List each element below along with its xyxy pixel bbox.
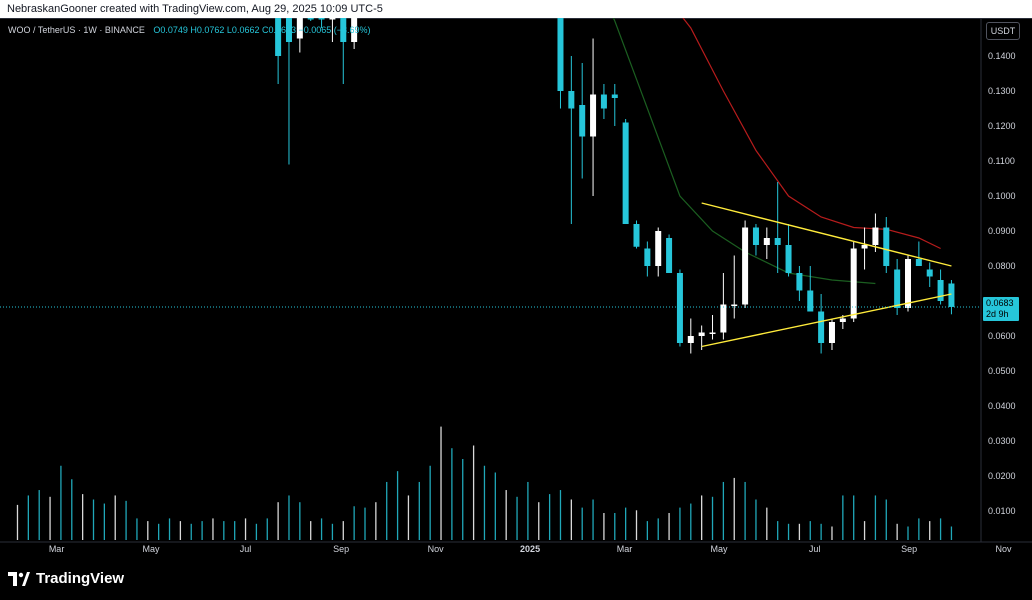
symbol-legend[interactable]: WOO / TetherUS · 1W · BINANCE O0.0749 H0… bbox=[8, 25, 371, 35]
candle-body bbox=[611, 94, 618, 98]
candle-body bbox=[568, 91, 575, 109]
y-tick-label: 0.0800 bbox=[988, 261, 1016, 271]
last-price-badge: 0.0683 2d 9h bbox=[983, 297, 1019, 321]
candle-body bbox=[894, 269, 901, 308]
x-tick-label: Nov bbox=[428, 544, 445, 554]
y-tick-label: 0.0400 bbox=[988, 401, 1016, 411]
candle-body bbox=[807, 290, 814, 312]
candle-body bbox=[926, 269, 933, 277]
symbol-label[interactable]: WOO / TetherUS · 1W · BINANCE bbox=[8, 25, 145, 35]
candle-body bbox=[763, 238, 770, 245]
candle-body bbox=[818, 311, 825, 343]
candle-body bbox=[557, 18, 564, 91]
triangle-upper-line bbox=[701, 202, 952, 267]
candle-body bbox=[340, 18, 347, 42]
candle-body bbox=[285, 18, 292, 42]
y-tick-label: 0.1100 bbox=[988, 156, 1015, 166]
triangle-pattern-layer bbox=[701, 202, 952, 348]
x-tick-label: Jul bbox=[240, 544, 252, 554]
candle-body bbox=[666, 238, 673, 273]
y-tick-label: 0.0900 bbox=[988, 226, 1016, 236]
candle-body bbox=[600, 94, 607, 109]
y-tick-label: 0.0500 bbox=[988, 366, 1016, 376]
candles-layer bbox=[275, 18, 955, 354]
moving-average-layer bbox=[612, 18, 941, 285]
candle-body bbox=[796, 273, 803, 291]
x-tick-label: May bbox=[711, 544, 729, 554]
candle-body bbox=[915, 259, 922, 266]
x-axis: MarMayJulSepNov2025MarMayJulSepNov2026Ma… bbox=[0, 541, 1032, 554]
y-tick-label: 0.0100 bbox=[988, 506, 1016, 516]
attribution-bar: NebraskanGooner created with TradingView… bbox=[0, 0, 1032, 18]
candle-body bbox=[872, 227, 879, 245]
attribution-text: NebraskanGooner created with TradingView… bbox=[7, 3, 383, 15]
candle-body bbox=[590, 94, 597, 137]
y-axis: 0.1400 0.1300 0.1200 0.1100 0.1000 0.0900 0.08… bbox=[980, 18, 1016, 542]
candle-body bbox=[839, 318, 846, 322]
tradingview-logo-icon bbox=[8, 571, 30, 586]
candle-body bbox=[861, 245, 868, 249]
bar-countdown: 2d 9h bbox=[986, 309, 1009, 319]
x-tick-label: Jul bbox=[809, 544, 821, 554]
tradingview-brand-text: TradingView bbox=[36, 570, 125, 587]
candle-body bbox=[720, 304, 727, 333]
y-tick-label: 0.0600 bbox=[988, 331, 1016, 341]
candle-body bbox=[883, 227, 890, 266]
ohlc-values: O0.0749 H0.0762 L0.0662 C0.0683 −0.0065 … bbox=[153, 25, 371, 35]
candle-body bbox=[307, 18, 314, 20]
ma-slow-line bbox=[682, 18, 941, 250]
y-tick-label: 0.0300 bbox=[988, 436, 1016, 446]
candle-body bbox=[905, 259, 911, 308]
candle-body bbox=[275, 18, 282, 56]
candle-body bbox=[622, 122, 629, 224]
candle-body bbox=[655, 231, 662, 266]
candle-body bbox=[698, 332, 705, 336]
candle-body bbox=[329, 18, 336, 20]
candle-body bbox=[351, 18, 358, 42]
candle-body bbox=[633, 224, 640, 247]
x-tick-label: Sep bbox=[333, 544, 349, 554]
y-tick-label: 0.1200 bbox=[988, 121, 1016, 131]
chart-area[interactable] bbox=[0, 18, 1032, 560]
footer: TradingView bbox=[0, 560, 1032, 600]
candle-body bbox=[687, 336, 694, 343]
candle-body bbox=[937, 280, 944, 301]
ma-fast-line bbox=[612, 18, 876, 285]
last-price-value: 0.0683 bbox=[986, 298, 1014, 308]
candle-body bbox=[318, 18, 325, 20]
y-tick-label: 0.1400 bbox=[988, 51, 1016, 61]
x-tick-label: Mar bbox=[617, 544, 633, 554]
price-chart[interactable]: 0.1400 0.1300 0.1200 0.1100 0.1000 0.0900 0.08… bbox=[0, 18, 1032, 560]
currency-button[interactable]: USDT bbox=[986, 22, 1020, 40]
candle-body bbox=[742, 227, 749, 305]
x-tick-label: Sep bbox=[901, 544, 917, 554]
candle-body bbox=[676, 273, 683, 343]
candle-body bbox=[948, 283, 955, 307]
tradingview-logo[interactable]: TradingView bbox=[8, 570, 124, 587]
candle-body bbox=[774, 238, 781, 245]
x-tick-label: Nov bbox=[996, 544, 1013, 554]
candle-body bbox=[850, 248, 857, 319]
candle-body bbox=[731, 304, 738, 306]
candle-body bbox=[828, 322, 835, 343]
candle-body bbox=[296, 18, 303, 39]
triangle-lower-line bbox=[701, 293, 952, 348]
candle-body bbox=[752, 227, 759, 245]
candle-body bbox=[579, 105, 586, 137]
x-tick-label: Mar bbox=[49, 544, 65, 554]
candle-body bbox=[644, 248, 651, 266]
y-tick-label: 0.1000 bbox=[988, 191, 1016, 201]
candle-body bbox=[709, 332, 716, 334]
y-tick-label: 0.0200 bbox=[988, 471, 1016, 481]
y-tick-label: 0.1300 bbox=[988, 86, 1016, 96]
candle-body bbox=[785, 245, 792, 273]
x-tick-label: 2025 bbox=[520, 544, 540, 554]
volume-layer bbox=[16, 426, 953, 540]
x-tick-label: May bbox=[143, 544, 161, 554]
